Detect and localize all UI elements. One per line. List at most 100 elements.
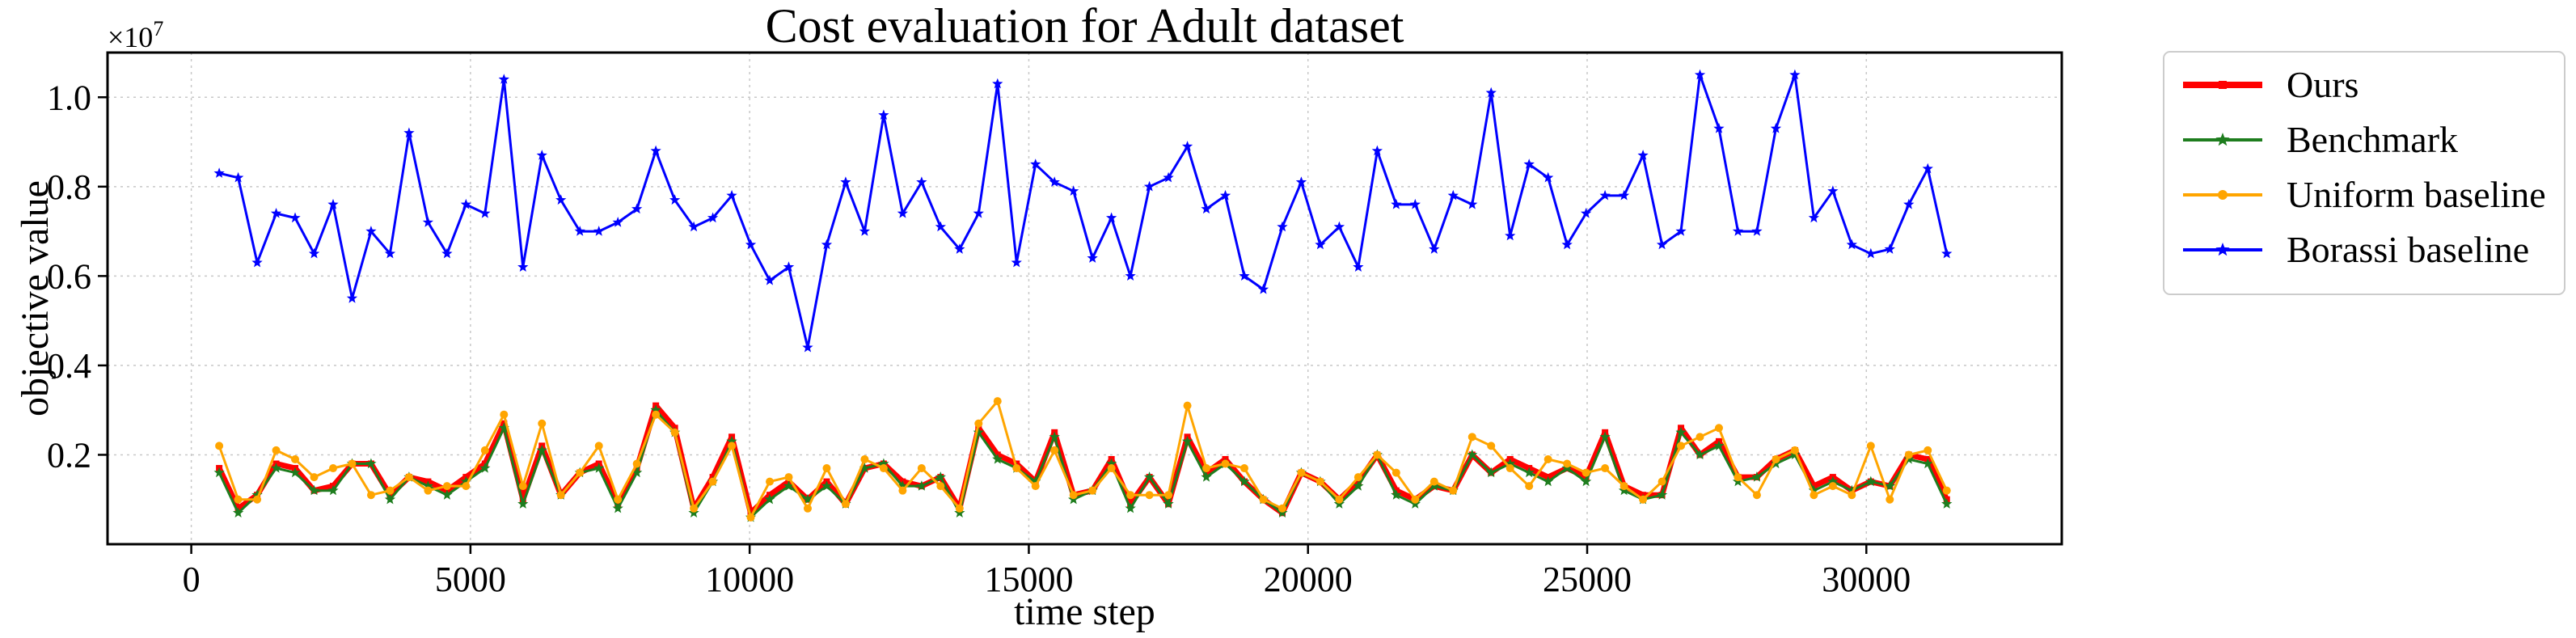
data-point bbox=[1353, 261, 1364, 272]
data-point bbox=[1201, 471, 1212, 482]
data-point bbox=[1505, 464, 1514, 473]
data-point bbox=[1240, 464, 1249, 473]
data-point bbox=[328, 464, 337, 473]
data-point bbox=[1181, 141, 1193, 151]
data-point bbox=[1543, 475, 1554, 487]
data-point bbox=[536, 444, 547, 455]
data-point bbox=[878, 458, 889, 469]
data-point bbox=[898, 486, 907, 495]
data-point bbox=[1770, 123, 1782, 133]
data-point bbox=[251, 256, 263, 268]
series-benchmark bbox=[213, 404, 1953, 522]
x-axis-title: time step bbox=[1014, 590, 1155, 633]
data-point bbox=[215, 442, 224, 450]
data-point bbox=[802, 493, 813, 505]
data-point bbox=[518, 482, 527, 491]
data-point bbox=[1734, 473, 1742, 482]
data-point bbox=[974, 419, 983, 428]
data-point bbox=[728, 442, 737, 450]
data-point bbox=[1031, 482, 1040, 491]
data-point bbox=[460, 198, 471, 209]
plot-area-frame bbox=[106, 51, 2063, 546]
data-point bbox=[1087, 252, 1098, 263]
data-point bbox=[879, 464, 888, 473]
data-point bbox=[1810, 491, 1818, 500]
data-point bbox=[745, 239, 757, 250]
data-point bbox=[992, 454, 1003, 464]
legend-label: Ours bbox=[2287, 64, 2359, 105]
data-point bbox=[384, 493, 396, 505]
legend-item: Borassi baseline bbox=[2183, 229, 2529, 270]
x-tick-label: 30000 bbox=[1822, 560, 1911, 599]
data-point bbox=[327, 484, 339, 496]
data-point bbox=[1069, 491, 1078, 500]
data-point bbox=[1371, 145, 1383, 156]
data-point bbox=[802, 341, 813, 353]
data-point bbox=[1922, 163, 1933, 174]
data-point bbox=[766, 477, 775, 486]
data-point bbox=[1886, 495, 1894, 504]
data-point bbox=[1599, 431, 1611, 442]
data-point bbox=[746, 513, 755, 522]
data-point bbox=[1049, 431, 1060, 442]
data-point bbox=[1164, 491, 1173, 500]
data-point bbox=[1333, 221, 1345, 232]
data-point bbox=[480, 446, 489, 454]
data-point bbox=[1846, 484, 1857, 496]
data-point bbox=[1752, 491, 1761, 500]
data-point bbox=[1391, 489, 1402, 500]
data-point bbox=[1658, 477, 1666, 486]
data-point bbox=[726, 189, 737, 201]
data-point bbox=[670, 428, 679, 437]
data-point bbox=[631, 467, 643, 478]
data-point bbox=[1675, 426, 1687, 437]
series-ours bbox=[216, 402, 1950, 517]
data-point bbox=[500, 410, 509, 419]
data-point bbox=[1163, 498, 1174, 509]
data-point bbox=[1411, 495, 1420, 504]
series-line bbox=[218, 74, 1949, 349]
data-point bbox=[310, 473, 319, 482]
data-point bbox=[1239, 270, 1250, 281]
data-point bbox=[992, 78, 1003, 89]
data-point bbox=[1485, 87, 1497, 98]
data-point bbox=[1618, 189, 1630, 201]
data-point bbox=[1903, 198, 1915, 209]
y-tick-label: 0.6 bbox=[47, 256, 91, 296]
data-point bbox=[935, 471, 946, 482]
data-point bbox=[841, 500, 850, 509]
data-point bbox=[308, 484, 320, 496]
data-point bbox=[1599, 189, 1611, 201]
data-point bbox=[1827, 475, 1839, 487]
data-point bbox=[1353, 480, 1364, 491]
legend-label: Borassi baseline bbox=[2287, 229, 2529, 270]
data-point bbox=[973, 208, 984, 218]
data-point bbox=[1449, 486, 1458, 495]
data-point bbox=[822, 464, 831, 473]
data-point bbox=[1106, 212, 1117, 223]
data-point bbox=[803, 504, 812, 513]
data-point bbox=[707, 212, 719, 223]
data-point bbox=[1088, 486, 1097, 495]
x-tick-label: 25000 bbox=[1543, 560, 1632, 599]
data-point bbox=[270, 208, 282, 218]
data-point bbox=[1107, 464, 1116, 473]
data-point bbox=[1181, 435, 1193, 446]
series-line bbox=[216, 403, 1949, 516]
data-point bbox=[1523, 158, 1535, 169]
data-point bbox=[1884, 480, 1895, 491]
data-point bbox=[1675, 226, 1687, 236]
data-point bbox=[1581, 475, 1592, 487]
data-point bbox=[348, 459, 357, 468]
data-point bbox=[386, 486, 395, 495]
data-point bbox=[1772, 454, 1780, 463]
data-point bbox=[916, 176, 927, 187]
data-point bbox=[821, 239, 833, 250]
data-point bbox=[1714, 424, 1723, 433]
data-point bbox=[1145, 491, 1154, 500]
data-point bbox=[1505, 458, 1516, 469]
data-point bbox=[1106, 458, 1117, 469]
data-point bbox=[1257, 283, 1269, 294]
data-point bbox=[1561, 239, 1573, 250]
